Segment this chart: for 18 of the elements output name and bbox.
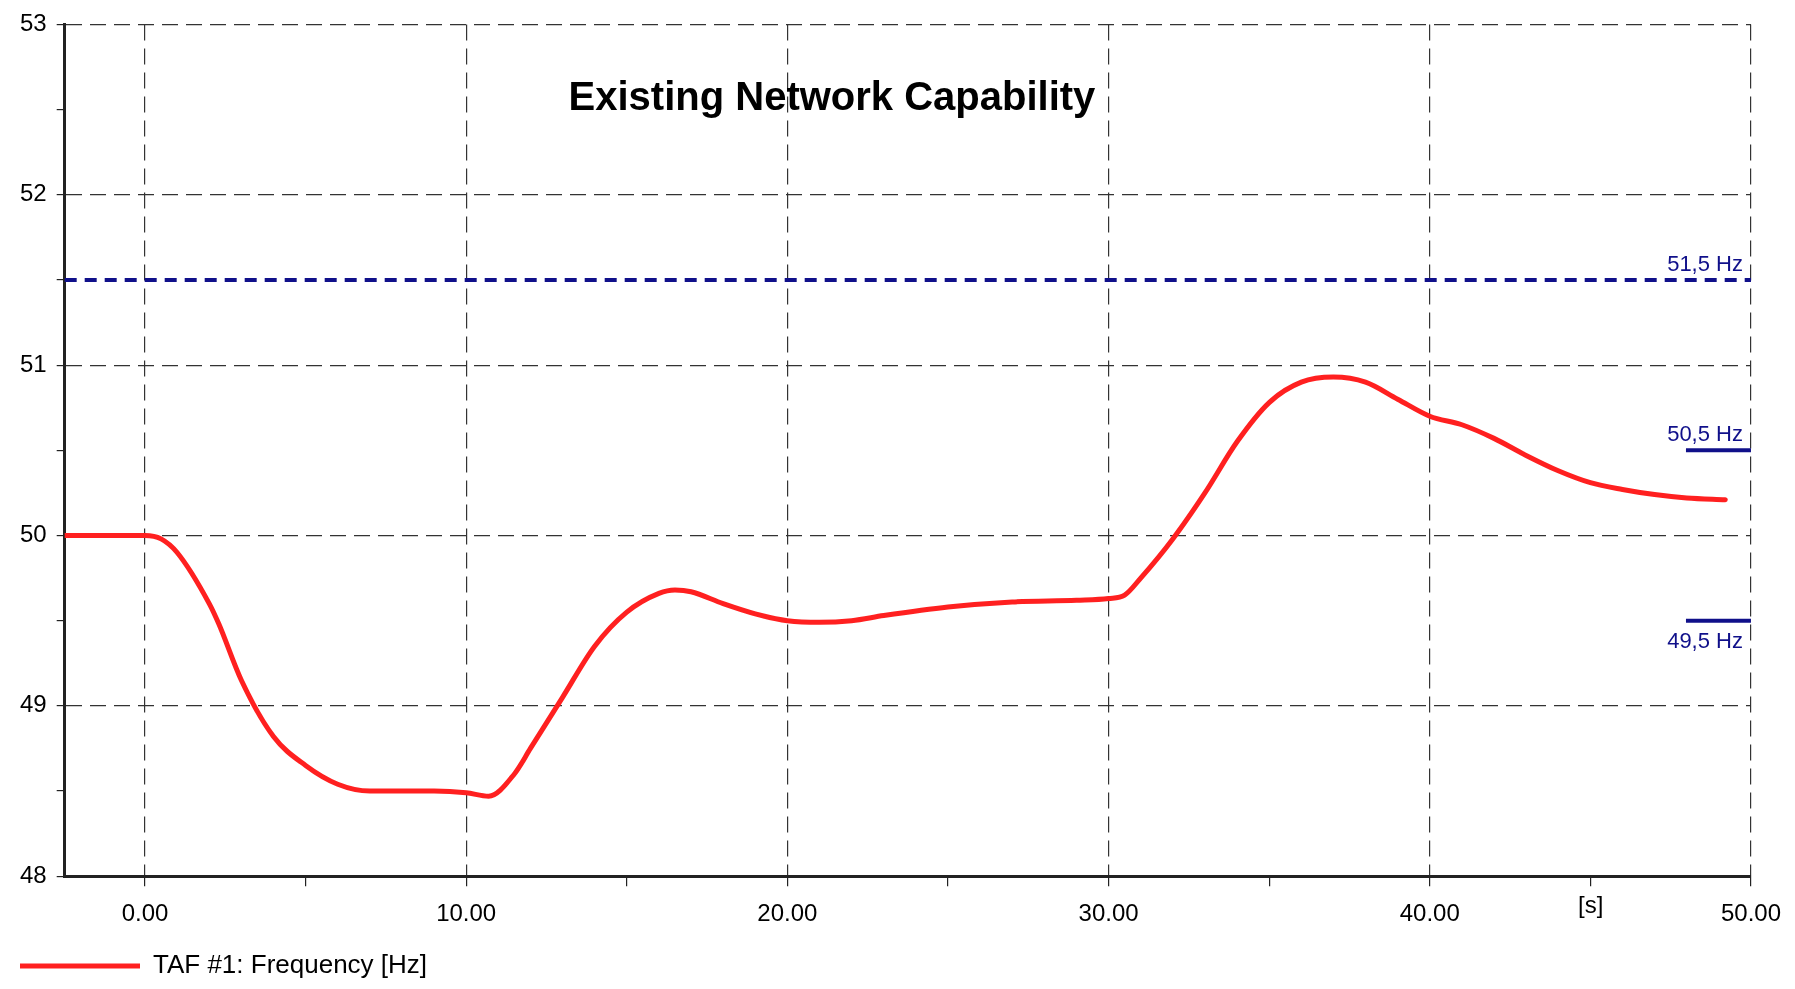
y-tick-label: 51 bbox=[19, 349, 47, 377]
ref-line-label: 51,5 Hz bbox=[1667, 251, 1743, 276]
x-tick-label: 40.00 bbox=[1399, 899, 1460, 927]
ref-line-label: 50,5 Hz bbox=[1667, 421, 1743, 447]
y-tick-label: 49 bbox=[19, 690, 47, 718]
x-tick-label: 30.00 bbox=[1078, 899, 1139, 927]
y-tick-label: 53 bbox=[19, 9, 47, 37]
x-axis-title: [s] bbox=[1578, 890, 1604, 918]
x-tick-label: 0.00 bbox=[121, 899, 169, 927]
ref-line-label: 49,5 Hz bbox=[1667, 627, 1743, 653]
x-tick-label: 20.00 bbox=[757, 899, 818, 927]
x-tick-label: 10.00 bbox=[436, 899, 497, 927]
legend-label: TAF #1: Frequency [Hz] bbox=[153, 949, 428, 980]
y-tick-label: 52 bbox=[19, 179, 47, 207]
y-tick-label: 48 bbox=[19, 860, 47, 888]
x-tick-label: 50.00 bbox=[1720, 899, 1781, 927]
text: Existing Network Capability bbox=[568, 74, 1097, 119]
y-tick-label: 50 bbox=[19, 520, 47, 548]
